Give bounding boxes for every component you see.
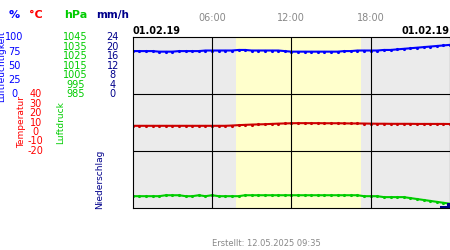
Text: Temperatur: Temperatur — [17, 96, 26, 148]
Text: 100: 100 — [5, 32, 24, 42]
Text: Erstellt: 12.05.2025 09:35: Erstellt: 12.05.2025 09:35 — [212, 238, 320, 248]
Text: 75: 75 — [9, 47, 21, 57]
Text: mm/h: mm/h — [96, 10, 129, 20]
Text: 25: 25 — [9, 75, 21, 85]
Text: 20: 20 — [107, 42, 119, 52]
Text: 1005: 1005 — [63, 70, 88, 80]
Text: 01.02.19: 01.02.19 — [402, 26, 450, 36]
Text: 24: 24 — [107, 32, 119, 42]
Text: Luftfeuchtigkeit: Luftfeuchtigkeit — [0, 30, 6, 102]
Text: 12:00: 12:00 — [278, 14, 305, 24]
Text: 01.02.19: 01.02.19 — [133, 26, 181, 36]
Text: 06:00: 06:00 — [198, 14, 226, 24]
Text: 30: 30 — [30, 98, 42, 108]
Bar — [236, 38, 361, 207]
Text: 1025: 1025 — [63, 51, 88, 61]
Text: -10: -10 — [28, 136, 44, 146]
Text: 1035: 1035 — [63, 42, 88, 52]
Bar — [440, 206, 446, 208]
Text: 4: 4 — [110, 80, 116, 90]
Text: 18:00: 18:00 — [357, 14, 385, 24]
Text: 12: 12 — [107, 61, 119, 71]
Text: 40: 40 — [30, 89, 42, 99]
Text: hPa: hPa — [64, 10, 87, 20]
Text: 1015: 1015 — [63, 61, 88, 71]
Text: 8: 8 — [110, 70, 116, 80]
Text: °C: °C — [29, 10, 43, 20]
Text: 10: 10 — [30, 118, 42, 128]
Text: Niederschlag: Niederschlag — [95, 150, 104, 209]
Text: %: % — [9, 10, 20, 20]
Text: 1045: 1045 — [63, 32, 88, 42]
Bar — [447, 203, 450, 207]
Text: 995: 995 — [67, 80, 85, 90]
Text: 20: 20 — [30, 108, 42, 118]
Text: 0: 0 — [110, 89, 116, 99]
Text: -20: -20 — [28, 146, 44, 156]
Text: 985: 985 — [67, 89, 85, 99]
Text: 50: 50 — [9, 61, 21, 71]
Text: 0: 0 — [12, 89, 18, 99]
Text: 0: 0 — [33, 127, 39, 137]
Text: Luftdruck: Luftdruck — [57, 101, 66, 144]
Text: 16: 16 — [107, 51, 119, 61]
